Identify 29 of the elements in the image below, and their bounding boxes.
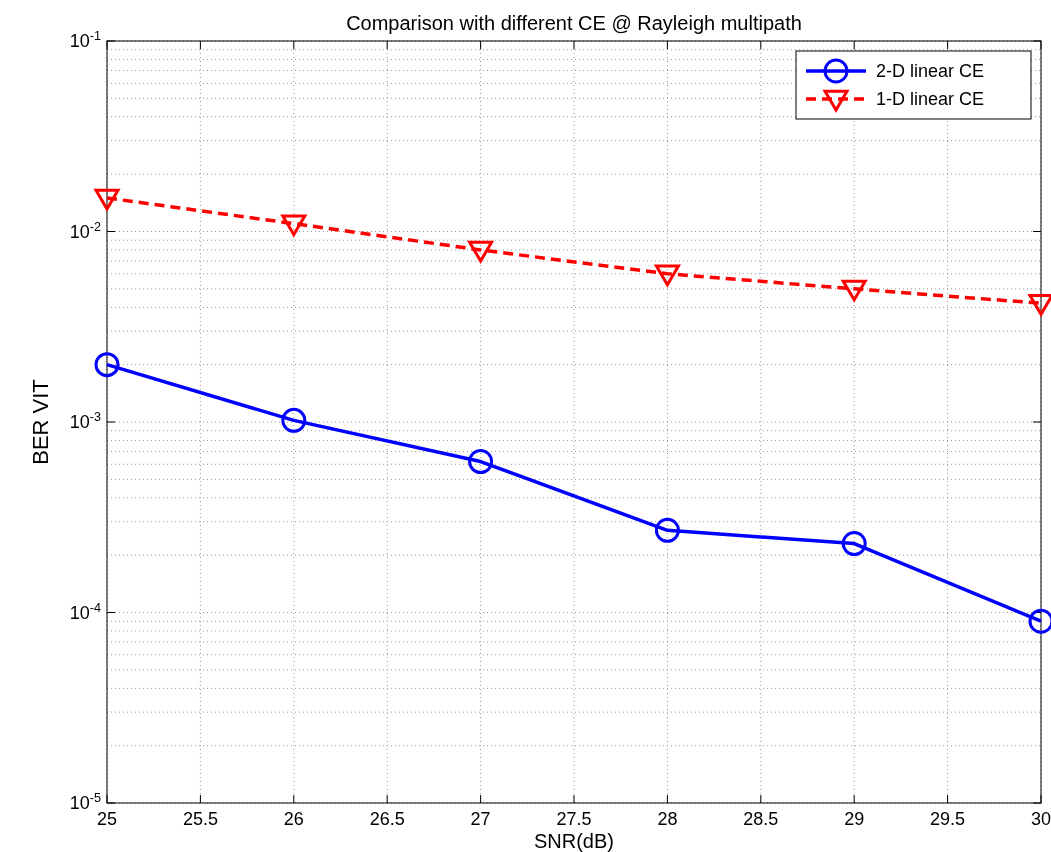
point — [281, 407, 307, 433]
point — [654, 264, 680, 287]
y-tick-label: 10$^{-4}$ — [69, 600, 101, 623]
legend-label: 1-D linear CE — [876, 89, 985, 109]
point — [841, 279, 867, 302]
x-tick-label: 28 — [657, 809, 678, 829]
x-tick-label: 28.5 — [743, 809, 779, 829]
y-tick-label: 10$^{-2}$ — [69, 219, 101, 242]
x-axis-title: SNR(dB) — [533, 830, 615, 852]
x-tick-label: 27 — [470, 809, 491, 829]
y-axis-title: BER VIT — [28, 379, 53, 465]
x-tick-label: 26.5 — [369, 809, 405, 829]
point — [468, 449, 494, 475]
y-tick-label: 10$^{-3}$ — [69, 410, 101, 432]
x-tick-label: 29.5 — [930, 809, 966, 829]
point — [468, 240, 494, 263]
point — [654, 517, 680, 543]
x-tick-label: 27.5 — [556, 809, 592, 829]
x-tick-label: 25.5 — [182, 809, 218, 829]
point — [281, 214, 307, 237]
point — [841, 531, 867, 557]
x-tick-label: 26 — [283, 809, 304, 829]
chart-title: Comparison with different CE @ Rayleigh multipath — [346, 12, 802, 34]
y-tick-label: 10$^{-1}$ — [69, 29, 101, 51]
point — [94, 352, 120, 378]
x-tick-label: 29 — [844, 809, 865, 829]
point — [94, 188, 120, 211]
x-tick-label: 30 — [1030, 809, 1051, 829]
legend-label: 2-D linear CE — [876, 61, 985, 81]
